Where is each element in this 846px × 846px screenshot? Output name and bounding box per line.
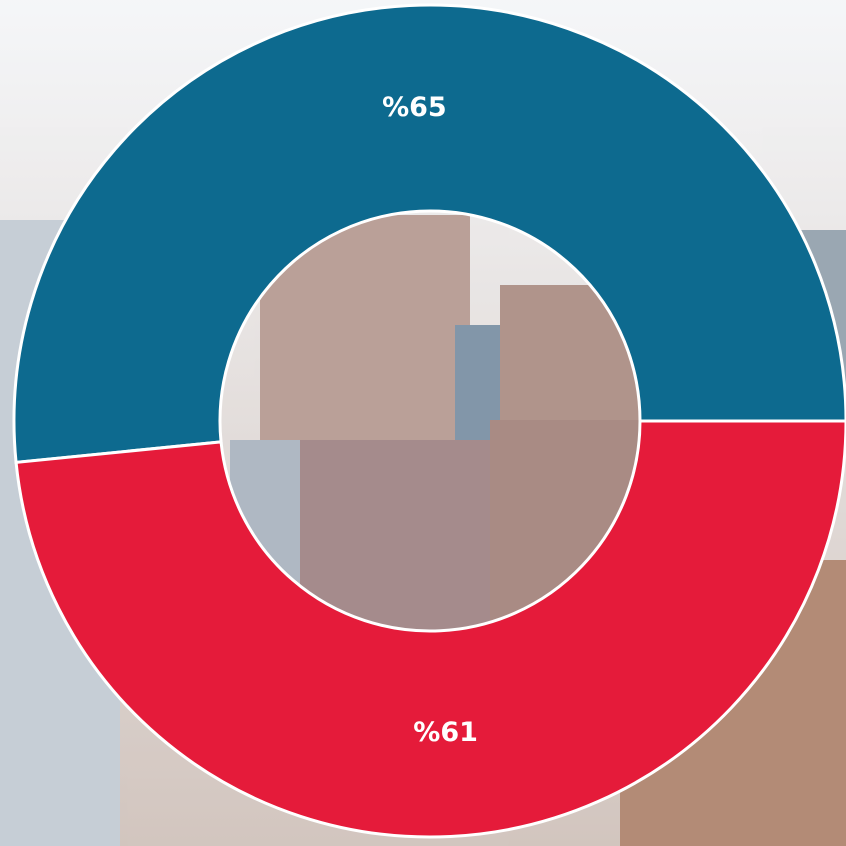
value-label: %61 <box>413 717 478 748</box>
donut-segment <box>12 3 846 465</box>
donut-segment <box>14 419 846 839</box>
value-label: %65 <box>382 92 447 123</box>
